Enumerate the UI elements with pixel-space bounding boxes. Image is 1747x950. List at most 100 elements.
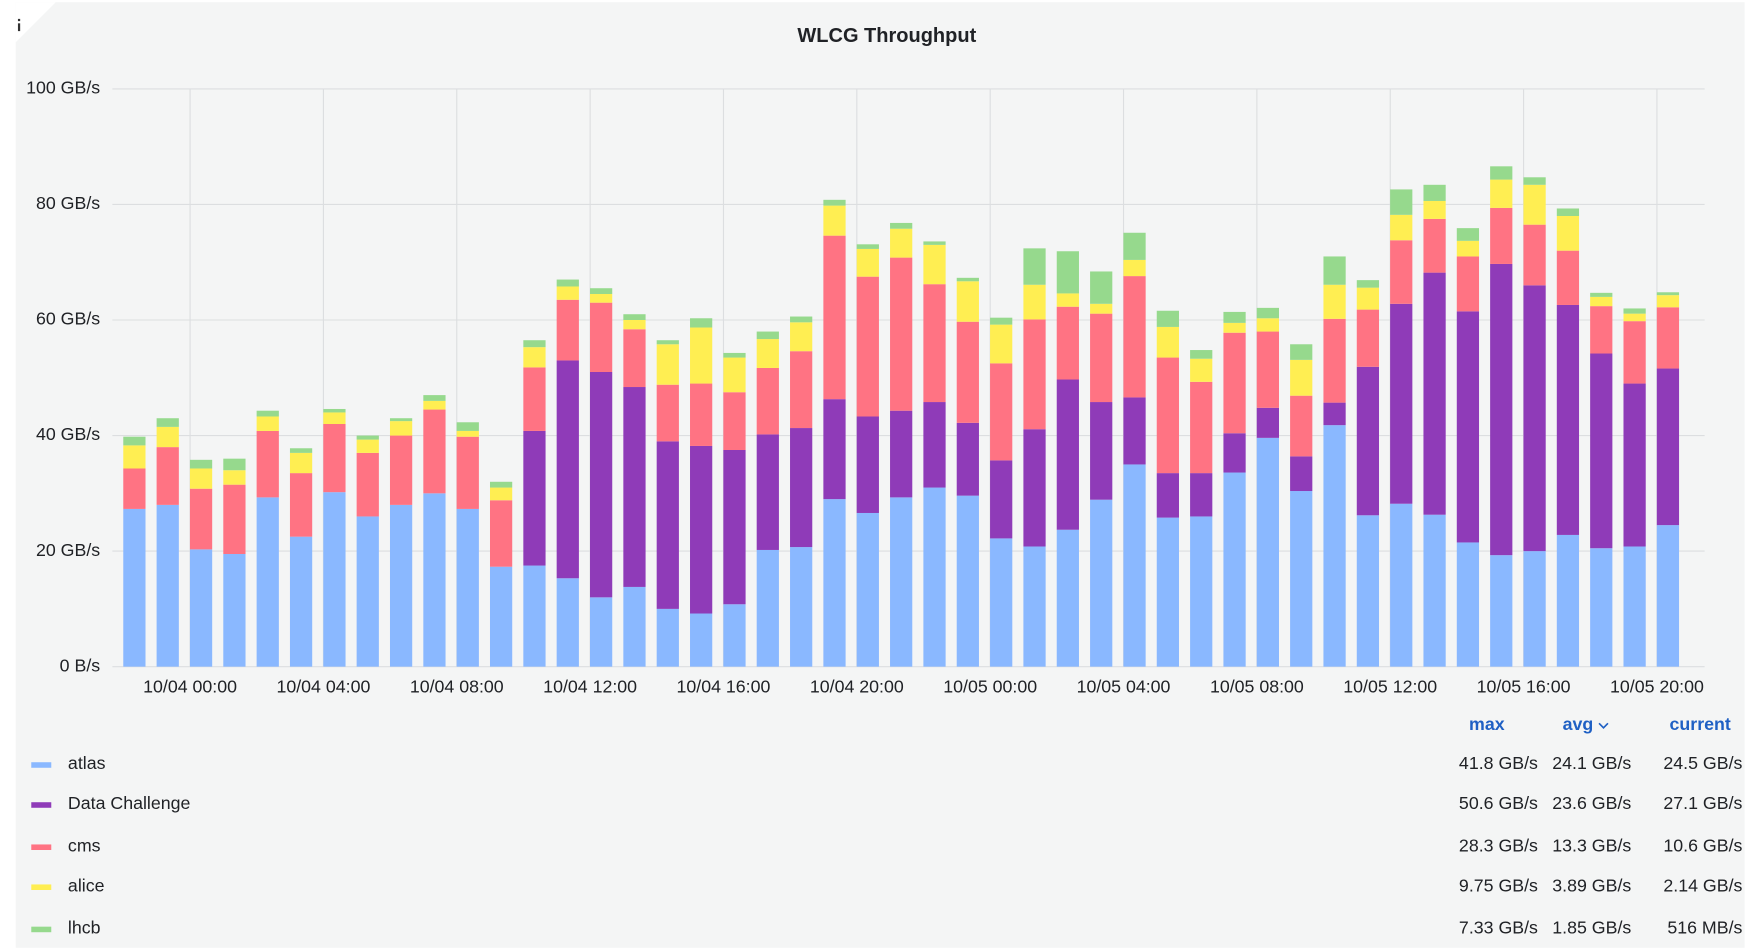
info-icon-dot xyxy=(17,18,21,22)
bar-segment xyxy=(756,549,779,667)
bar-segment xyxy=(1490,263,1513,556)
bar-segment xyxy=(556,286,579,300)
legend-stat: 13.3 GB/s xyxy=(1552,835,1631,855)
legend-name[interactable]: atlas xyxy=(68,753,106,773)
legend-stat: 2.14 GB/s xyxy=(1663,875,1742,895)
bar-segment xyxy=(289,448,313,453)
bar-segment xyxy=(1190,381,1213,474)
bar-segment xyxy=(1556,208,1580,216)
bar-segment xyxy=(1023,284,1046,320)
bar-segment xyxy=(523,347,546,368)
legend-stat: 27.1 GB/s xyxy=(1663,793,1742,813)
bar-segment xyxy=(256,410,279,417)
bar-segment xyxy=(1290,395,1313,457)
bar-segment xyxy=(923,244,946,285)
bar-segment xyxy=(156,447,179,505)
bar-segment xyxy=(1656,295,1680,308)
y-tick-label: 80 GB/s xyxy=(36,193,100,213)
bar-segment xyxy=(1123,276,1146,398)
bar-segment xyxy=(1123,397,1146,465)
bar-segment xyxy=(856,416,879,513)
bar-segment xyxy=(923,402,946,488)
bar-segment xyxy=(356,435,379,440)
bar-segment xyxy=(1356,366,1380,516)
bar-segment xyxy=(656,344,679,385)
legend-column-header[interactable]: avg xyxy=(1563,714,1594,734)
bar-segment xyxy=(323,492,346,667)
bar-segment xyxy=(523,430,546,566)
legend-stat: 7.33 GB/s xyxy=(1459,918,1538,938)
bar-segment xyxy=(123,436,146,446)
legend-column-header[interactable]: max xyxy=(1469,714,1505,734)
legend-stat: 28.3 GB/s xyxy=(1459,835,1538,855)
bar-segment xyxy=(790,428,813,548)
bar-segment xyxy=(1623,321,1646,384)
bar-segment xyxy=(1656,368,1680,526)
bar-segment xyxy=(323,408,346,413)
legend-name[interactable]: lhcb xyxy=(68,918,101,938)
bar-segment xyxy=(590,288,613,294)
bar-segment xyxy=(1556,534,1580,667)
legend-swatch xyxy=(31,762,52,768)
legend-stat: 41.8 GB/s xyxy=(1459,753,1538,773)
bar-segment xyxy=(223,554,246,667)
bar-segment xyxy=(1156,326,1179,358)
bar-segment xyxy=(1223,311,1246,323)
bar-segment xyxy=(723,357,746,393)
bar-segment xyxy=(1156,473,1179,518)
bar-segment xyxy=(756,331,779,340)
bar-segment xyxy=(356,452,379,517)
bar-segment xyxy=(323,424,346,493)
bar-segment xyxy=(189,468,213,489)
x-tick-label: 10/05 00:00 xyxy=(943,676,1037,696)
bar-segment xyxy=(1356,515,1380,667)
bar-segment xyxy=(690,613,713,667)
bar-segment xyxy=(890,257,913,411)
legend-name[interactable]: alice xyxy=(68,875,105,895)
info-corner[interactable] xyxy=(15,2,56,43)
bar-segment xyxy=(1523,177,1546,185)
bar-segment xyxy=(990,363,1013,461)
legend-stat: 10.6 GB/s xyxy=(1663,835,1742,855)
bar-segment xyxy=(356,439,379,453)
bar-segment xyxy=(1623,546,1646,667)
bar-segment xyxy=(1623,313,1646,322)
bar-segment xyxy=(623,586,646,667)
bar-segment xyxy=(790,351,813,429)
bar-segment xyxy=(489,487,513,501)
bar-segment xyxy=(289,536,313,667)
bar-segment xyxy=(790,316,813,323)
legend-stat: 516 MB/s xyxy=(1667,918,1742,938)
legend-swatch xyxy=(31,926,52,933)
sort-chevron[interactable] xyxy=(1598,722,1609,729)
bar-segment xyxy=(1056,306,1079,380)
legend-swatch xyxy=(31,844,52,850)
y-tick-label: 60 GB/s xyxy=(36,309,100,329)
bar-segment xyxy=(1390,240,1413,304)
info-icon[interactable] xyxy=(17,23,21,32)
bar-segment xyxy=(656,384,679,442)
bar-segment xyxy=(389,421,413,436)
bar-segment xyxy=(156,504,179,667)
bar-segment xyxy=(456,436,479,509)
legend-column-header[interactable]: current xyxy=(1670,714,1731,734)
bar-segment xyxy=(790,322,813,352)
bar-segment xyxy=(856,276,879,417)
bar-segment xyxy=(523,340,546,348)
legend-stat: 24.1 GB/s xyxy=(1552,753,1631,773)
bar-segment xyxy=(756,367,779,435)
legend-name[interactable]: cms xyxy=(68,835,101,855)
legend-name[interactable]: Data Challenge xyxy=(68,793,191,813)
bar-segment xyxy=(590,294,613,303)
bar-segment xyxy=(1290,344,1313,360)
bar-segment xyxy=(223,484,246,554)
bar-segment xyxy=(823,399,846,500)
bar-segment xyxy=(1523,285,1546,552)
bar-segment xyxy=(556,299,579,361)
bar-segment xyxy=(1456,311,1480,543)
bar-segment xyxy=(1423,218,1446,273)
bar-segment xyxy=(690,445,713,614)
x-tick-label: 10/05 20:00 xyxy=(1610,676,1704,696)
legend-stat: 3.89 GB/s xyxy=(1552,875,1631,895)
bar-segment xyxy=(890,228,913,258)
